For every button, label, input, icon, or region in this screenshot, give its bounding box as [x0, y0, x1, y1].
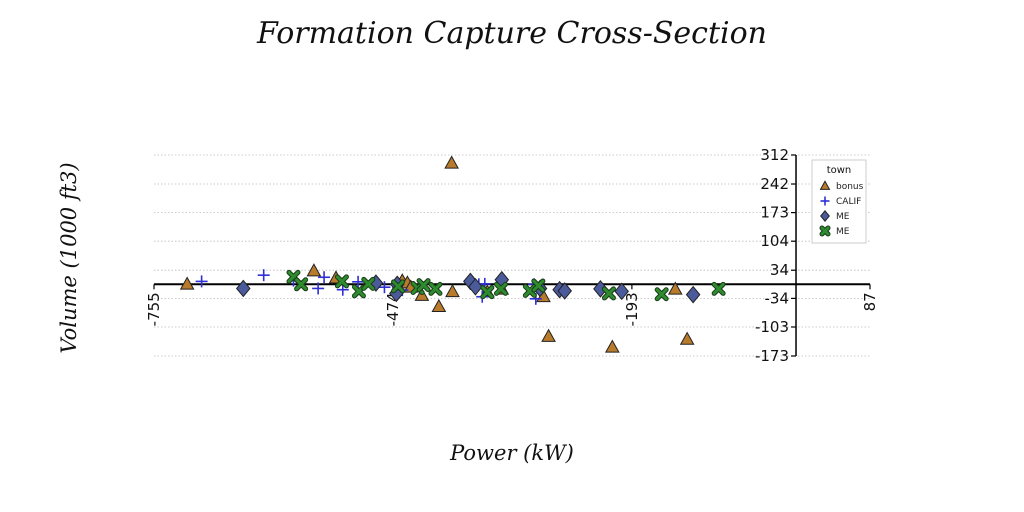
axes [153, 154, 871, 357]
legend-label: ME [836, 227, 850, 237]
point-me-x [654, 287, 669, 302]
point-me-x [428, 281, 443, 296]
point-bonus-triangle [179, 276, 195, 290]
x-stroke [655, 288, 668, 301]
legend-label: CALIF [836, 197, 861, 207]
point-me-x [480, 285, 495, 300]
point-me-x [361, 276, 376, 291]
legend-label: bonus [836, 182, 864, 192]
y-tick-label: 104 [760, 232, 789, 250]
x-stroke [417, 279, 430, 292]
point-me-diamond [614, 282, 629, 301]
point-bonus-triangle [679, 331, 695, 345]
point-me-x [531, 278, 546, 293]
point-calif-plus [312, 282, 325, 295]
legend-marker-triangle [819, 180, 831, 190]
legend-label: ME [836, 212, 850, 222]
data-points [179, 155, 726, 353]
x-stroke [392, 280, 405, 293]
x-tick-label: 87 [861, 292, 879, 311]
x-stroke [494, 282, 507, 295]
y-tick-label: 173 [760, 204, 789, 222]
x-stroke [362, 277, 375, 290]
chart-title: Formation Capture Cross-Section [256, 16, 767, 51]
point-me-diamond [468, 277, 483, 296]
legend-marker-diamond [820, 210, 830, 222]
point-bonus-triangle [604, 339, 620, 353]
point-bonus-triangle [306, 263, 322, 277]
point-me-diamond [235, 279, 251, 298]
point-calif-plus [257, 269, 270, 282]
x-tick-label: -755 [145, 292, 163, 326]
point-me-diamond [557, 282, 573, 300]
point-calif-plus [195, 275, 208, 288]
y-tick-label: -103 [755, 318, 789, 336]
point-me-x [601, 286, 616, 301]
point-me-x [493, 281, 508, 296]
point-me-diamond [685, 285, 701, 304]
point-me-x [711, 281, 726, 296]
point-me-x [334, 274, 349, 289]
point-bonus-triangle [444, 155, 459, 169]
point-bonus-triangle [541, 328, 556, 342]
legend: town bonus CALIF ME ME [811, 159, 867, 244]
y-tick-label: 242 [760, 175, 789, 193]
x-stroke [295, 278, 308, 291]
point-me-diamond [593, 280, 608, 298]
point-me-x [294, 277, 309, 292]
point-bonus-triangle [667, 281, 683, 295]
x-stroke [481, 286, 494, 299]
grid-lines [154, 154, 870, 357]
point-bonus-triangle [431, 298, 447, 313]
x-stroke [712, 282, 725, 295]
x-stroke [429, 282, 442, 295]
y-tick-label: 34 [770, 261, 789, 279]
x-stroke [287, 270, 300, 283]
x-stroke [602, 287, 615, 300]
x-axis-title: Power (kW) [449, 441, 574, 465]
x-tick-label: -193 [623, 292, 641, 326]
point-me-x [416, 278, 431, 293]
y-tick-label: 312 [760, 146, 789, 164]
point-calif-plus [378, 281, 391, 294]
y-tick-label: -173 [755, 347, 789, 365]
x-stroke [532, 279, 545, 292]
point-calif-plus [352, 275, 365, 288]
point-bonus-triangle [445, 283, 460, 298]
y-axis-title: Volume (1000 ft3) [57, 162, 81, 353]
x-stroke [335, 275, 348, 288]
y-tick-label: -34 [765, 289, 790, 307]
legend-marker-plus [820, 196, 830, 206]
x-stroke [820, 226, 830, 236]
legend-marker-x [819, 225, 831, 237]
legend-title: town [827, 165, 852, 176]
point-calif-plus [318, 271, 331, 284]
point-me-x [391, 279, 406, 294]
